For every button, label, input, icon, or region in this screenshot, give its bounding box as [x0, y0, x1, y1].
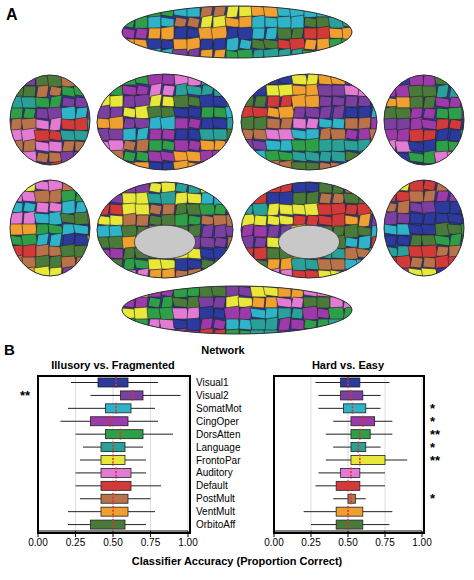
- svg-text:VentMult: VentMult: [196, 506, 235, 517]
- svg-text:0.25: 0.25: [66, 537, 86, 548]
- svg-text:PostMult: PostMult: [196, 493, 235, 504]
- svg-text:**: **: [430, 453, 441, 468]
- html-text:Hard vs. Easy: Hard vs. Easy: [311, 359, 385, 371]
- svg-text:Default: Default: [196, 480, 228, 491]
- svg-text:Visual1: Visual1: [196, 377, 229, 388]
- svg-text:**: **: [20, 388, 31, 403]
- html-text:Classifier Accuracy (Proportio: Classifier Accuracy (Proportion Correct): [131, 555, 343, 567]
- svg-text:CingOper: CingOper: [196, 416, 239, 427]
- html-text:Illusory vs. Fragmented: Illusory vs. Fragmented: [51, 359, 175, 371]
- svg-text:OrbitoAff: OrbitoAff: [196, 519, 235, 530]
- svg-text:0.50: 0.50: [338, 537, 358, 548]
- svg-text:0.50: 0.50: [103, 537, 123, 548]
- svg-text:Visual2: Visual2: [196, 390, 229, 401]
- html-text:Network: Network: [201, 344, 245, 356]
- svg-text:0.75: 0.75: [141, 537, 161, 548]
- svg-text:0.00: 0.00: [28, 537, 48, 548]
- svg-text:1.00: 1.00: [412, 537, 432, 548]
- svg-text:DorsAtten: DorsAtten: [196, 429, 240, 440]
- svg-text:Auditory: Auditory: [196, 467, 233, 478]
- svg-text:A: A: [6, 6, 18, 23]
- svg-text:Language: Language: [196, 442, 241, 453]
- svg-text:0.00: 0.00: [264, 537, 284, 548]
- html-text:B: B: [4, 341, 15, 358]
- svg-text:0.25: 0.25: [301, 537, 321, 548]
- svg-text:FrontoPar: FrontoPar: [196, 455, 241, 466]
- svg-text:1.00: 1.00: [178, 537, 198, 548]
- svg-text:0.75: 0.75: [375, 537, 395, 548]
- svg-text:*: *: [430, 491, 436, 506]
- svg-text:SomatMot: SomatMot: [196, 403, 242, 414]
